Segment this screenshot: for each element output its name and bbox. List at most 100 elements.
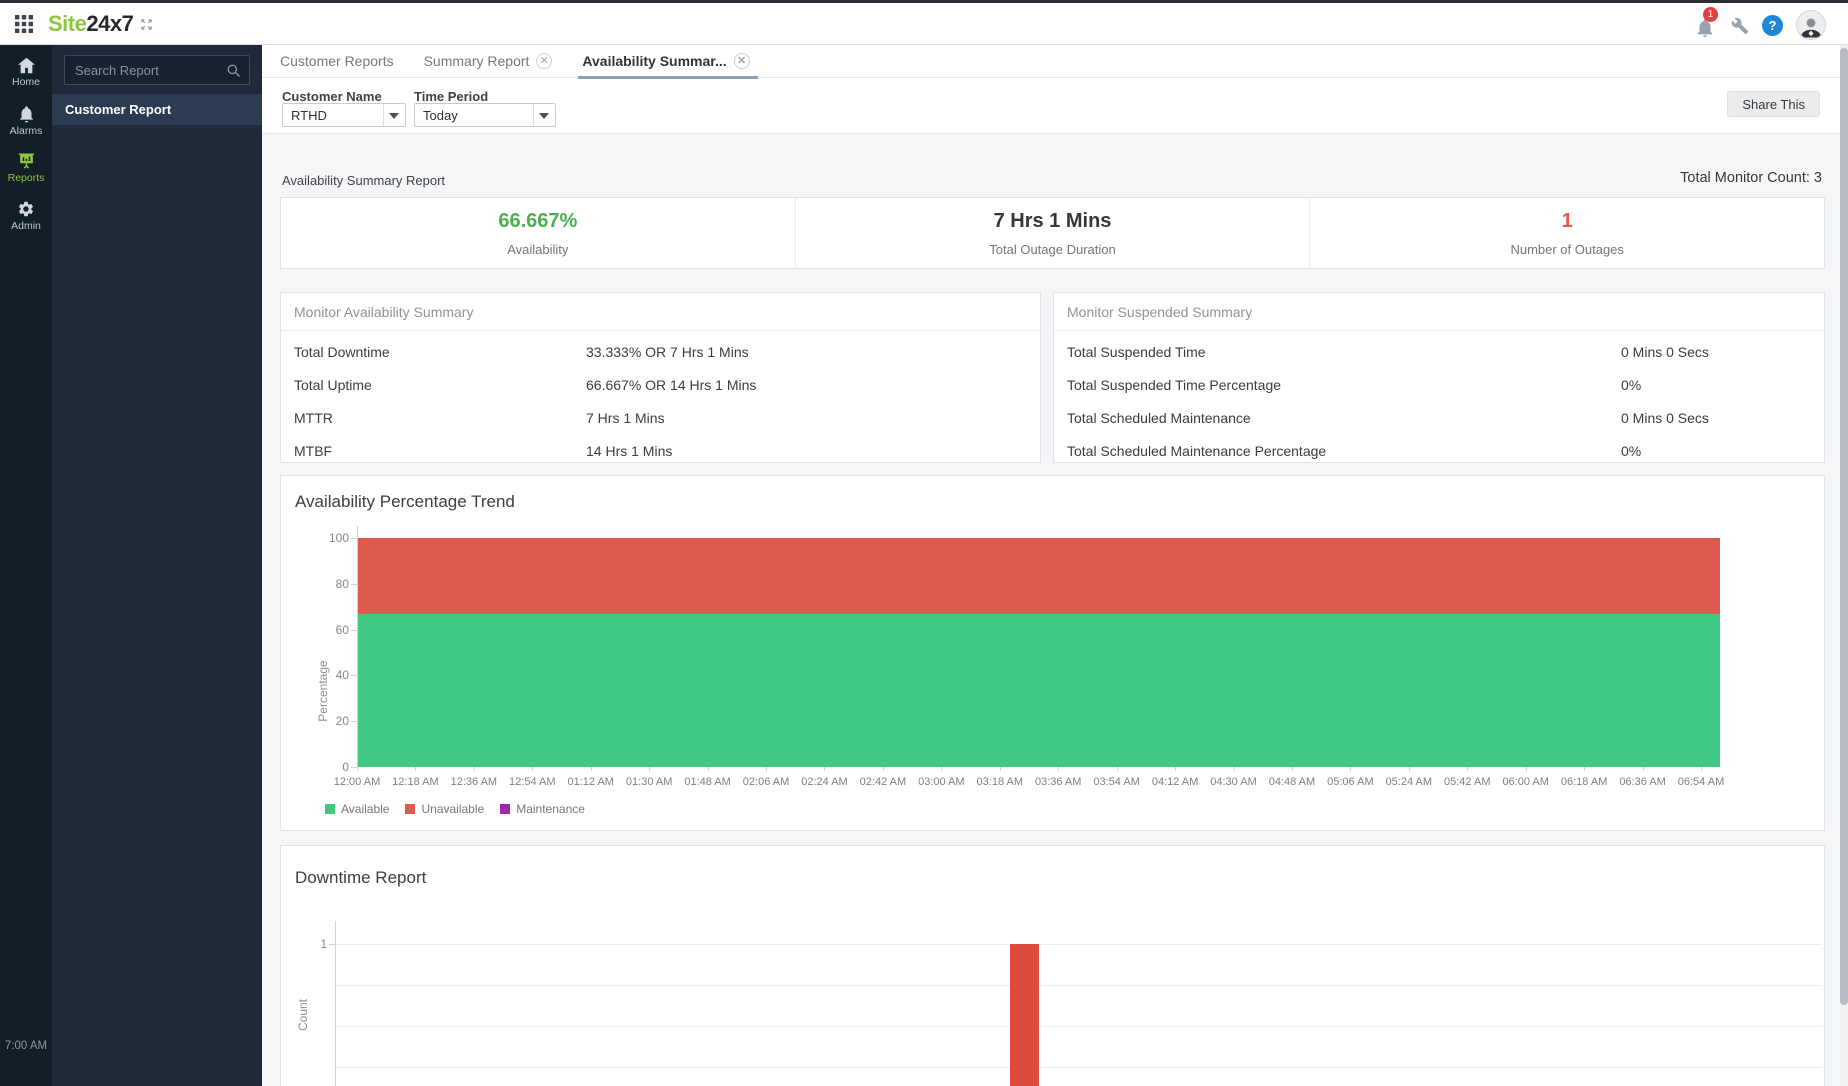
table-body: Total Suspended Time 0 Mins 0 Secs Total…	[1054, 331, 1824, 468]
row-value: 0%	[1621, 443, 1642, 459]
x-tick-label: 12:00 AM	[333, 776, 381, 788]
gridline	[336, 944, 1822, 945]
chart-title: Availability Percentage Trend	[295, 492, 515, 511]
admin-gear-icon	[18, 201, 34, 217]
tab-customer-reports[interactable]: Customer Reports	[278, 45, 396, 78]
area-segment-unavailable	[358, 538, 1720, 615]
table-row: Total Scheduled Maintenance 0 Mins 0 Sec…	[1054, 402, 1824, 435]
legend-label: Maintenance	[516, 802, 585, 816]
x-tick-mark	[1642, 767, 1644, 771]
select-caret-box	[533, 104, 555, 126]
x-tick-label: 12:54 AM	[509, 776, 556, 788]
legend-label: Unavailable	[421, 802, 485, 816]
x-tick-label: 12:18 AM	[392, 776, 439, 788]
x-tick-label: 05:42 AM	[1444, 776, 1491, 788]
window-top-edge	[0, 0, 1848, 3]
y-tick-label: 1	[320, 937, 327, 951]
alarms-bell-icon	[19, 106, 33, 123]
total-monitor-count: Total Monitor Count: 3	[1680, 170, 1822, 186]
nav-label-home: Home	[11, 76, 40, 88]
search-box	[64, 55, 250, 85]
nav-item-admin[interactable]: Admin	[0, 200, 52, 232]
user-avatar[interactable]	[1796, 10, 1826, 40]
site24x7-logo[interactable]: Site24x7	[48, 11, 134, 37]
x-tick-label: 03:00 AM	[918, 776, 965, 788]
search-icon[interactable]	[226, 63, 241, 78]
time-period-select[interactable]: Today	[414, 103, 556, 127]
y-tick-label: 40	[335, 668, 349, 683]
stat-label-outage-duration: Total Outage Duration	[989, 242, 1116, 257]
monitor-availability-summary-card: Monitor Availability Summary Total Downt…	[280, 292, 1041, 463]
x-tick-mark	[1291, 767, 1293, 771]
x-tick-label: 06:54 AM	[1677, 776, 1725, 788]
stat-label-availability: Availability	[507, 242, 569, 257]
row-label: Total Suspended Time	[1067, 344, 1206, 360]
table-row: MTTR 7 Hrs 1 Mins	[281, 402, 1040, 435]
row-value: 66.667% OR 14 Hrs 1 Mins	[586, 377, 757, 393]
area-segment-available	[358, 614, 1720, 767]
notifications-bell-icon[interactable]	[1690, 11, 1720, 41]
legend-swatch	[325, 804, 335, 814]
x-tick-mark	[1408, 767, 1410, 771]
card-title: Monitor Availability Summary	[281, 293, 1040, 331]
fullscreen-expand-icon[interactable]	[138, 16, 155, 33]
gridline	[336, 985, 1822, 986]
summary-stats-box: 66.667% Availability 7 Hrs 1 Mins Total …	[280, 197, 1825, 269]
home-icon	[17, 57, 35, 74]
x-tick-mark	[882, 767, 884, 771]
scrollbar-thumb[interactable]	[1840, 48, 1848, 1005]
row-value: 0%	[1621, 377, 1642, 393]
stat-value-availability: 66.667%	[498, 210, 578, 232]
y-tick-mark	[351, 583, 357, 585]
customer-name-select[interactable]: RTHD	[282, 103, 406, 127]
tab-availability-summary[interactable]: Availability Summar... ✕	[578, 45, 758, 79]
close-tab-icon[interactable]: ✕	[733, 53, 750, 69]
notification-count-badge: 1	[1703, 7, 1718, 22]
share-this-button[interactable]: Share This	[1727, 91, 1820, 117]
y-tick-label: 80	[335, 576, 349, 591]
nav-item-home[interactable]: Home	[0, 57, 52, 88]
reports-side-panel: Customer Report	[52, 45, 262, 1086]
x-tick-label: 05:06 AM	[1327, 776, 1374, 788]
nav-item-reports[interactable]: Reports	[0, 152, 52, 184]
x-tick-label: 02:06 AM	[742, 776, 790, 788]
chart-legend: Available Unavailable Maintenance	[325, 802, 585, 816]
x-tick-label: 04:48 AM	[1268, 776, 1316, 788]
x-tick-mark	[1584, 767, 1586, 771]
table-row: Total Suspended Time Percentage 0%	[1054, 369, 1824, 402]
reports-icon	[18, 153, 34, 169]
help-icon[interactable]: ?	[1762, 15, 1783, 36]
gridline	[336, 1026, 1822, 1027]
tab-label: Summary Report	[423, 53, 530, 69]
y-tick-label: 100	[328, 531, 349, 545]
x-tick-mark	[1467, 767, 1469, 771]
nav-label-admin: Admin	[11, 220, 41, 232]
x-tick-mark	[1058, 767, 1060, 771]
search-input[interactable]	[65, 56, 225, 84]
table-row: Total Uptime 66.667% OR 14 Hrs 1 Mins	[281, 369, 1040, 402]
stat-label-number-of-outages: Number of Outages	[1510, 242, 1624, 257]
y-tick-mark	[351, 721, 357, 723]
admin-tools-wrench-icon[interactable]	[1731, 17, 1749, 35]
row-value: 14 Hrs 1 Mins	[586, 443, 673, 459]
nav-label-alarms: Alarms	[9, 125, 43, 137]
top-bar: Site24x7 1 ?	[0, 3, 1848, 45]
close-tab-icon[interactable]: ✕	[536, 53, 553, 69]
x-tick-mark	[707, 767, 709, 771]
nav-item-alarms[interactable]: Alarms	[0, 105, 52, 137]
app-launcher-icon[interactable]	[14, 14, 34, 34]
tab-summary-report[interactable]: Summary Report ✕	[422, 45, 555, 78]
x-tick-mark	[824, 767, 826, 771]
y-tick-mark	[329, 944, 335, 945]
sidebar-time-text: 7:00 AM	[4, 1040, 48, 1052]
x-tick-mark	[590, 767, 592, 771]
x-tick-mark	[357, 767, 358, 771]
table-body: Total Downtime 33.333% OR 7 Hrs 1 Mins T…	[281, 331, 1040, 468]
x-tick-label: 01:12 AM	[567, 776, 614, 788]
x-tick-label: 04:12 AM	[1151, 776, 1199, 788]
x-tick-mark	[1233, 767, 1235, 771]
x-tick-mark	[941, 767, 943, 771]
row-label: Total Uptime	[294, 377, 372, 393]
panel-item-customer-report[interactable]: Customer Report	[52, 94, 262, 125]
